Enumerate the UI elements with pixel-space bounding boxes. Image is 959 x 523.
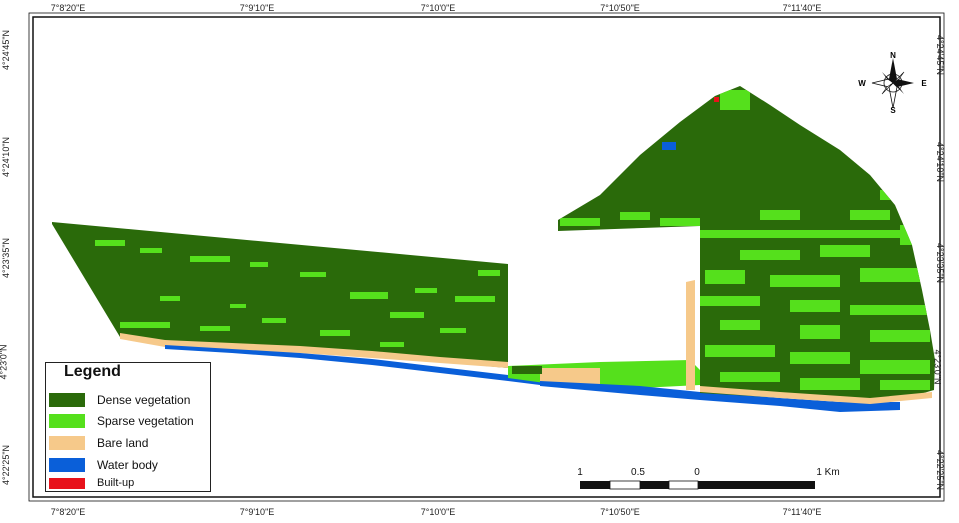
legend-label: Dense vegetation (97, 393, 191, 407)
legend-swatch (49, 458, 85, 472)
west-bare-land (120, 333, 508, 368)
left-tick-label: 4°24'10"N (1, 136, 12, 178)
right-tick-label: 4°23'0"N (932, 349, 943, 385)
bottom-tick-label: 7°10'0"E (420, 507, 456, 517)
south-water-body (540, 381, 900, 412)
right-tick-label: 4°23'35"N (935, 242, 946, 284)
map-legend: Legend Dense vegetation Sparse vegetatio… (45, 362, 211, 492)
map-outer-frame (28, 12, 945, 502)
top-tick-label: 7°10'0"E (420, 3, 456, 13)
left-tick-label: 4°23'0"N (0, 344, 9, 380)
legend-label: Built-up (97, 477, 135, 489)
east-sparse-patches (560, 90, 930, 390)
west-water-body (165, 345, 540, 385)
legend-swatch (49, 414, 85, 428)
legend-swatch (49, 478, 85, 489)
middle-dense-patch (512, 366, 542, 374)
right-tick-label: 4°24'45"N (935, 34, 946, 76)
scale-label: 0.5 (631, 467, 645, 478)
compass-s-label: S (890, 106, 896, 114)
left-tick-label: 4°22'25"N (1, 444, 12, 486)
map-frame (32, 16, 941, 498)
top-tick-label: 7°10'50"E (600, 3, 640, 13)
right-tick-label: 4°24'10"N (935, 141, 946, 183)
west-dense-vegetation (52, 222, 508, 368)
bottom-tick-label: 7°8'20"E (50, 507, 86, 517)
scale-label: 1 (577, 467, 583, 478)
bottom-tick-label: 7°10'50"E (600, 507, 640, 517)
left-tick-label: 4°23'35"N (1, 237, 12, 279)
east-water-spot (662, 142, 676, 150)
east-builtup-spot (714, 97, 719, 102)
scale-label: 1 Km (816, 467, 840, 478)
legend-label: Water body (97, 458, 158, 472)
legend-swatch (49, 393, 85, 407)
scale-label: 0 (694, 467, 700, 478)
east-bare-land-south (700, 386, 932, 404)
scale-bar (580, 480, 815, 490)
legend-label: Sparse vegetation (97, 414, 194, 428)
top-tick-label: 7°11'40"E (782, 3, 822, 13)
legend-title: Legend (64, 363, 121, 380)
top-tick-label: 7°8'20"E (50, 3, 86, 13)
right-tick-label: 4°22'25"N (935, 449, 946, 491)
east-landcover-block (558, 86, 935, 404)
east-dense-vegetation (558, 86, 935, 403)
west-landcover-strip (52, 222, 540, 385)
west-sparse-patches (95, 240, 500, 347)
bottom-tick-label: 7°9'10"E (239, 507, 275, 517)
legend-swatch (49, 436, 85, 450)
compass-e-label: E (921, 79, 927, 88)
north-arrow-compass-icon: N S W E (858, 52, 927, 114)
legend-label: Bare land (97, 436, 149, 450)
east-bare-land-edge (686, 280, 695, 390)
compass-w-label: W (858, 79, 866, 88)
top-tick-label: 7°9'10"E (239, 3, 275, 13)
bottom-tick-label: 7°11'40"E (782, 507, 822, 517)
compass-n-label: N (890, 52, 896, 60)
left-tick-label: 4°24'45"N (1, 29, 12, 71)
